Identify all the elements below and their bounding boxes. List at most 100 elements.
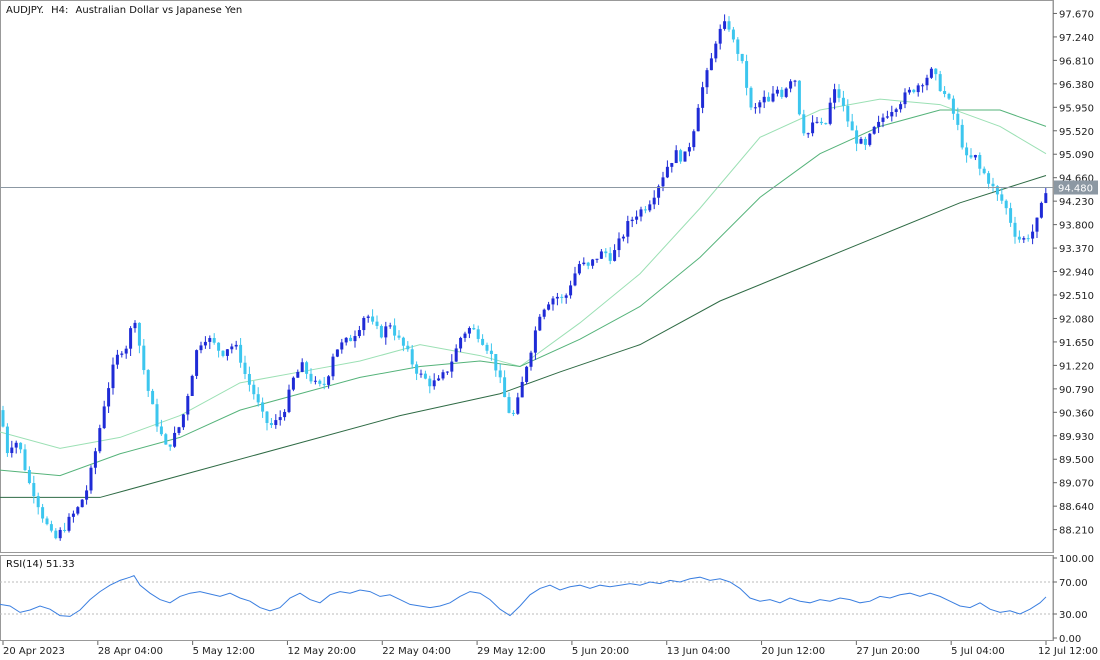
candle-body: [247, 373, 251, 385]
time-tick-label: 5 Jul 04:00: [951, 646, 1005, 657]
candle-body: [586, 262, 590, 266]
price-tick-label: 92.510: [1059, 291, 1094, 302]
candle-body: [291, 377, 295, 390]
candle-body: [168, 444, 172, 447]
candle-body: [459, 337, 463, 349]
candle-body: [982, 168, 986, 174]
candle-body: [696, 107, 700, 132]
candle-body: [529, 352, 533, 367]
time-tick-label: 29 May 12:00: [477, 646, 546, 657]
rsi-tick-label: 0.00: [1059, 634, 1081, 645]
price-tick-label: 89.070: [1059, 479, 1094, 490]
candle-body: [27, 470, 31, 484]
candle-body: [965, 147, 969, 156]
candle-body: [32, 483, 36, 497]
candle-body: [230, 346, 234, 350]
candle-body: [767, 96, 771, 102]
candle-body: [137, 322, 141, 346]
price-axis[interactable]: 97.670 97.240 96.810 96.380 95.950 95.520 95.0…: [1052, 0, 1094, 553]
candle-body: [960, 124, 964, 148]
candle-body: [67, 516, 71, 531]
candle-body: [234, 344, 238, 347]
candle-body: [124, 348, 128, 354]
candle-body: [107, 388, 111, 407]
candle-body: [613, 250, 617, 261]
candle-body: [146, 370, 150, 391]
current-price-tag-label: 94.480: [1058, 184, 1093, 195]
rsi-tick-label: 70.00: [1059, 578, 1088, 589]
candle-body: [797, 80, 801, 115]
candle-body: [410, 349, 414, 365]
candle-body: [811, 122, 815, 134]
candle-body: [657, 186, 661, 198]
candle-body: [507, 397, 511, 413]
candle-body: [397, 335, 401, 338]
candle-body: [331, 356, 335, 377]
candle-body: [815, 121, 819, 123]
candle-body: [947, 93, 951, 99]
candle-body: [80, 499, 84, 508]
candle-body: [406, 345, 410, 350]
candle-body: [573, 273, 577, 286]
candle-body: [283, 411, 287, 418]
candle-body: [375, 321, 379, 326]
candle-body: [445, 371, 449, 373]
candle-body: [384, 326, 388, 338]
candle-body: [164, 434, 168, 445]
candle-body: [969, 155, 973, 158]
candle-body: [978, 155, 982, 169]
candle-body: [1035, 217, 1039, 232]
candle-body: [243, 362, 247, 374]
candle-body: [1009, 208, 1013, 223]
candle-body: [542, 309, 546, 317]
candle-body: [921, 85, 925, 87]
rsi-axis[interactable]: 100.00 70.00 30.00 0.00: [1052, 554, 1094, 645]
candle-body: [102, 406, 106, 429]
candle-body: [890, 111, 894, 117]
candle-body: [868, 133, 872, 145]
candle-body: [221, 350, 225, 356]
candle-body: [740, 53, 744, 62]
candle-body: [419, 373, 423, 375]
candle-body: [476, 329, 480, 339]
price-tick-label: 96.380: [1059, 80, 1094, 91]
candle-body: [98, 428, 102, 452]
candle-body: [133, 322, 137, 329]
candle-body: [111, 364, 115, 389]
candle-body: [190, 375, 194, 397]
candle-body: [19, 442, 23, 450]
time-tick-label: 20 Apr 2023: [3, 646, 65, 657]
candle-body: [181, 414, 185, 428]
candle-body: [401, 337, 405, 346]
time-tick-label: 13 Jun 04:00: [667, 646, 731, 657]
candle-body: [661, 177, 665, 187]
current-price-tag-bg: [1054, 180, 1098, 195]
candle-body: [912, 89, 916, 93]
candle-body: [498, 370, 502, 378]
time-tick-label: 20 Jun 12:00: [762, 646, 826, 657]
price-tick-label: 91.220: [1059, 361, 1094, 372]
candle-body: [441, 372, 445, 379]
price-tick-label: 93.370: [1059, 244, 1094, 255]
candle-body: [885, 116, 889, 118]
candle-body: [1004, 200, 1008, 209]
candle-body: [225, 349, 229, 356]
candle-body: [525, 366, 529, 382]
candle-body: [1000, 194, 1004, 201]
candle-body: [155, 404, 159, 427]
price-tick-label: 96.810: [1059, 56, 1094, 67]
candle-body: [582, 262, 586, 265]
candle-body: [555, 296, 559, 299]
candle-body: [379, 325, 383, 338]
candle-body: [727, 21, 731, 30]
candle-body: [599, 251, 603, 259]
main-price-panel[interactable]: AUDJPY. H4: Australian Dollar vs Japanes…: [0, 0, 1054, 553]
candle-body: [199, 345, 203, 351]
candle-body: [203, 341, 207, 346]
candle-body: [560, 296, 564, 298]
price-tick-label: 95.090: [1059, 150, 1094, 161]
candle-body: [115, 354, 119, 365]
candle-body: [142, 345, 146, 371]
time-axis[interactable]: 20 Apr 2023 28 Apr 04:00 5 May 12:00 12 May…: [2, 641, 1098, 657]
